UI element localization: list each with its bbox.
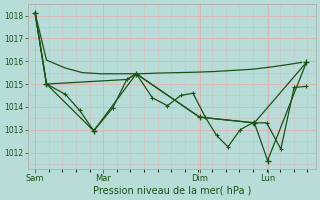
X-axis label: Pression niveau de la mer( hPa ): Pression niveau de la mer( hPa ) — [92, 186, 251, 196]
